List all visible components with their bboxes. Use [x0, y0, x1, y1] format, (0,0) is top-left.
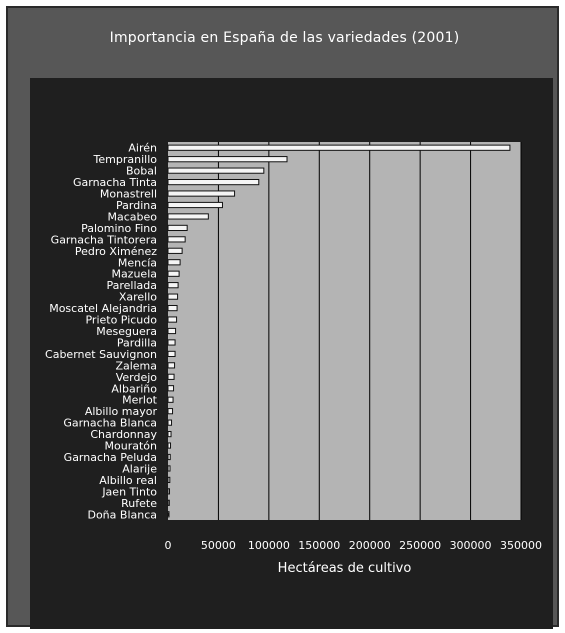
x-tick-labels: 0 50000 100000 150000 200000 250000 300000 3500… — [165, 539, 543, 552]
x-tick-label: 50000 — [201, 539, 236, 552]
bar — [168, 397, 173, 402]
plot-area — [168, 142, 521, 520]
bar — [168, 477, 170, 482]
bar — [168, 191, 235, 196]
bar — [168, 179, 259, 184]
x-tick-label: 200000 — [349, 539, 391, 552]
bar — [168, 512, 169, 517]
bar — [168, 489, 170, 494]
bar — [168, 500, 169, 505]
bar — [168, 248, 182, 253]
bar — [168, 271, 179, 276]
bar — [168, 374, 174, 379]
bar — [168, 305, 177, 310]
bar — [168, 363, 175, 368]
bar — [168, 168, 264, 173]
bar — [168, 202, 222, 207]
category-label: Doña Blanca — [87, 508, 157, 521]
x-tick-label: 150000 — [298, 539, 340, 552]
bar — [168, 260, 180, 265]
bar — [168, 225, 187, 230]
bar — [168, 328, 176, 333]
bar — [168, 145, 510, 150]
x-tick-label: 350000 — [500, 539, 542, 552]
bar — [168, 157, 287, 162]
x-axis-label: Hectáreas de cultivo — [278, 561, 412, 576]
bar — [168, 386, 174, 391]
bar — [168, 466, 170, 471]
x-tick-label: 300000 — [450, 539, 492, 552]
bar — [168, 454, 170, 459]
bar — [168, 283, 178, 288]
bar — [168, 214, 208, 219]
bar — [168, 294, 178, 299]
bar — [168, 317, 177, 322]
x-tick-label: 0 — [165, 539, 172, 552]
bar — [168, 237, 185, 242]
x-tick-label: 250000 — [399, 539, 441, 552]
bar — [168, 420, 172, 425]
x-tick-label: 100000 — [248, 539, 290, 552]
bar — [168, 443, 171, 448]
chart-frame: Importancia en España de las variedades … — [6, 6, 559, 627]
bar — [168, 409, 173, 414]
bar — [168, 340, 175, 345]
bar — [168, 351, 175, 356]
bar — [168, 431, 171, 436]
